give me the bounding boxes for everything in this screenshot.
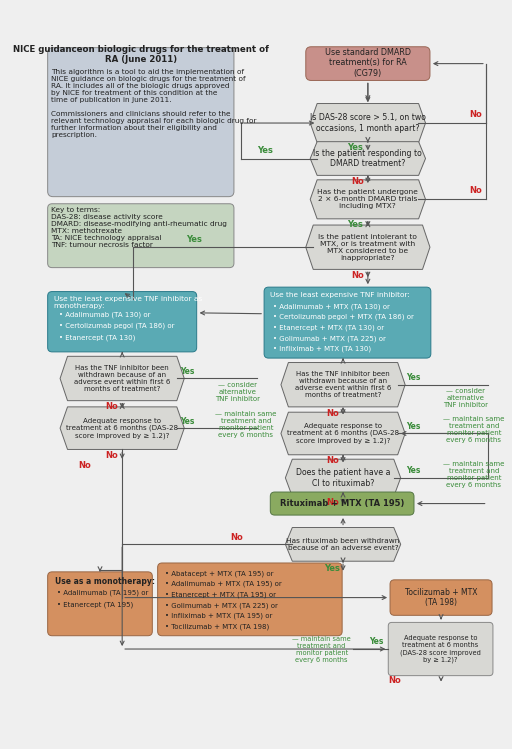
Text: • Adalimumab + MTX (TA 130) or: • Adalimumab + MTX (TA 130) or <box>273 303 390 309</box>
Text: No: No <box>78 461 91 470</box>
Text: No: No <box>105 451 118 460</box>
Text: Adequate response to
treatment at 6 months (DAS-28
score improved by ≥ 1.2)?: Adequate response to treatment at 6 mont… <box>287 423 399 444</box>
Text: Yes: Yes <box>181 416 195 425</box>
Polygon shape <box>285 527 401 561</box>
Text: Adequate response to
treatment at 6 months (DAS-28
score improved by ≥ 1.2)?: Adequate response to treatment at 6 mont… <box>66 418 178 439</box>
Text: • Etanercept + MTX (TA 130) or: • Etanercept + MTX (TA 130) or <box>273 324 384 331</box>
Polygon shape <box>60 407 184 449</box>
Text: Use standard DMARD
treatment(s) for RA
(CG79): Use standard DMARD treatment(s) for RA (… <box>325 48 411 78</box>
Text: Rituximab + MTX (TA 195): Rituximab + MTX (TA 195) <box>280 499 404 508</box>
Polygon shape <box>281 363 405 407</box>
FancyBboxPatch shape <box>390 580 492 616</box>
Text: Does the patient have a
CI to rituximab?: Does the patient have a CI to rituximab? <box>296 468 390 488</box>
Text: • Certolizumab pegol (TA 186) or: • Certolizumab pegol (TA 186) or <box>59 323 175 329</box>
Text: No: No <box>230 533 243 542</box>
Text: Key to terms:
DAS-28: disease activity score
DMARD: disease-modifying anti-rheum: Key to terms: DAS-28: disease activity s… <box>51 207 227 249</box>
FancyBboxPatch shape <box>48 291 197 352</box>
Polygon shape <box>310 180 425 219</box>
Text: Has rituximab been withdrawn
because of an adverse event?: Has rituximab been withdrawn because of … <box>286 538 400 551</box>
Text: No: No <box>351 177 364 186</box>
Text: Yes: Yes <box>406 466 420 475</box>
Text: Is the patient intolerant to
MTX, or is treatment with
MTX considered to be
inap: Is the patient intolerant to MTX, or is … <box>318 234 417 261</box>
Text: • Infliximab + MTX (TA 130): • Infliximab + MTX (TA 130) <box>273 346 371 352</box>
Polygon shape <box>285 459 401 497</box>
Text: Is DAS-28 score > 5.1, on two
occasions, 1 month apart?: Is DAS-28 score > 5.1, on two occasions,… <box>310 113 426 133</box>
Text: Yes: Yes <box>325 564 340 573</box>
Text: This algorithm is a tool to aid the implementation of
NICE guidance on biologic : This algorithm is a tool to aid the impl… <box>51 69 257 138</box>
Text: Use the least expensive TNF inhibitor:: Use the least expensive TNF inhibitor: <box>270 291 410 297</box>
Text: Yes: Yes <box>347 143 362 152</box>
Text: — consider
alternative
TNF inhibitor: — consider alternative TNF inhibitor <box>216 382 260 402</box>
Text: • Infliximab + MTX (TA 195) or: • Infliximab + MTX (TA 195) or <box>165 613 272 619</box>
Text: Yes: Yes <box>406 422 420 431</box>
FancyBboxPatch shape <box>48 204 234 267</box>
Text: No: No <box>351 271 364 280</box>
FancyBboxPatch shape <box>306 46 430 80</box>
Polygon shape <box>310 142 425 175</box>
Text: No: No <box>326 409 339 418</box>
Text: • Tocilizumab + MTX (TA 198): • Tocilizumab + MTX (TA 198) <box>165 623 269 630</box>
Text: Adequate response to
treatment at 6 months
(DAS-28 score improved
by ≥ 1.2)?: Adequate response to treatment at 6 mont… <box>400 635 481 663</box>
Text: — maintain same
treatment and
monitor patient
every 6 months: — maintain same treatment and monitor pa… <box>443 416 505 443</box>
Text: • Adalimumab (TA 130) or: • Adalimumab (TA 130) or <box>59 311 151 318</box>
FancyBboxPatch shape <box>158 563 342 636</box>
Text: Has the TNF inhibitor been
withdrawn because of an
adverse event within first 6
: Has the TNF inhibitor been withdrawn bec… <box>295 372 391 398</box>
Text: • Certolizumab pegol + MTX (TA 186) or: • Certolizumab pegol + MTX (TA 186) or <box>273 314 414 321</box>
Text: • Abatacept + MTX (TA 195) or: • Abatacept + MTX (TA 195) or <box>165 570 273 577</box>
Text: • Etanercept + MTX (TA 195) or: • Etanercept + MTX (TA 195) or <box>165 592 276 598</box>
Text: Yes: Yes <box>257 146 273 155</box>
Text: No: No <box>326 456 339 465</box>
Text: — maintain same
treatment and
monitor patient
every 6 months: — maintain same treatment and monitor pa… <box>292 635 351 663</box>
Text: No: No <box>388 676 401 685</box>
FancyBboxPatch shape <box>264 287 431 358</box>
Text: Use as a monotherapy:: Use as a monotherapy: <box>55 577 155 586</box>
FancyBboxPatch shape <box>48 48 234 197</box>
Text: Is the patient responding to
DMARD treatment?: Is the patient responding to DMARD treat… <box>313 149 422 169</box>
Text: Use the least expensive TNF inhibitor as
monotherapy:: Use the least expensive TNF inhibitor as… <box>54 296 202 309</box>
Text: • Adalimumab + MTX (TA 195) or: • Adalimumab + MTX (TA 195) or <box>165 580 282 587</box>
Text: — maintain same
treatment and
monitor patient
every 6 months: — maintain same treatment and monitor pa… <box>216 411 276 438</box>
Text: Yes: Yes <box>181 367 195 376</box>
Text: Yes: Yes <box>347 219 362 228</box>
Text: No: No <box>470 186 482 195</box>
Text: • Golimumab + MTX (TA 225) or: • Golimumab + MTX (TA 225) or <box>273 335 386 342</box>
Text: • Etanercept (TA 195): • Etanercept (TA 195) <box>56 601 133 607</box>
Polygon shape <box>60 357 184 401</box>
Text: No: No <box>326 498 339 507</box>
Text: Yes: Yes <box>406 373 420 382</box>
Text: — maintain same
treatment and
monitor patient
every 6 months: — maintain same treatment and monitor pa… <box>443 461 505 488</box>
FancyBboxPatch shape <box>48 571 153 636</box>
Text: No: No <box>470 109 482 118</box>
Text: No: No <box>105 402 118 411</box>
Text: Has the TNF inhibitor been
withdrawn because of an
adverse event within first 6
: Has the TNF inhibitor been withdrawn bec… <box>74 365 170 392</box>
Text: Yes: Yes <box>370 637 384 646</box>
Text: Yes: Yes <box>186 234 202 243</box>
Text: • Adalimumab (TA 195) or: • Adalimumab (TA 195) or <box>56 589 148 596</box>
Text: NICE guidanceon biologic drugs for the treatment of
RA (June 2011): NICE guidanceon biologic drugs for the t… <box>13 45 269 64</box>
Text: • Etanercept (TA 130): • Etanercept (TA 130) <box>59 334 136 341</box>
Text: — consider
alternative
TNF inhibitor: — consider alternative TNF inhibitor <box>443 388 488 408</box>
Polygon shape <box>306 225 430 270</box>
Text: • Golimumab + MTX (TA 225) or: • Golimumab + MTX (TA 225) or <box>165 602 278 608</box>
FancyBboxPatch shape <box>270 492 414 515</box>
FancyBboxPatch shape <box>388 622 493 676</box>
Text: Has the patient undergone
2 × 6-month DMARD trials
including MTX?: Has the patient undergone 2 × 6-month DM… <box>317 189 418 209</box>
Polygon shape <box>281 412 405 455</box>
Text: Tocilizumab + MTX
(TA 198): Tocilizumab + MTX (TA 198) <box>405 588 477 607</box>
Polygon shape <box>310 103 425 142</box>
